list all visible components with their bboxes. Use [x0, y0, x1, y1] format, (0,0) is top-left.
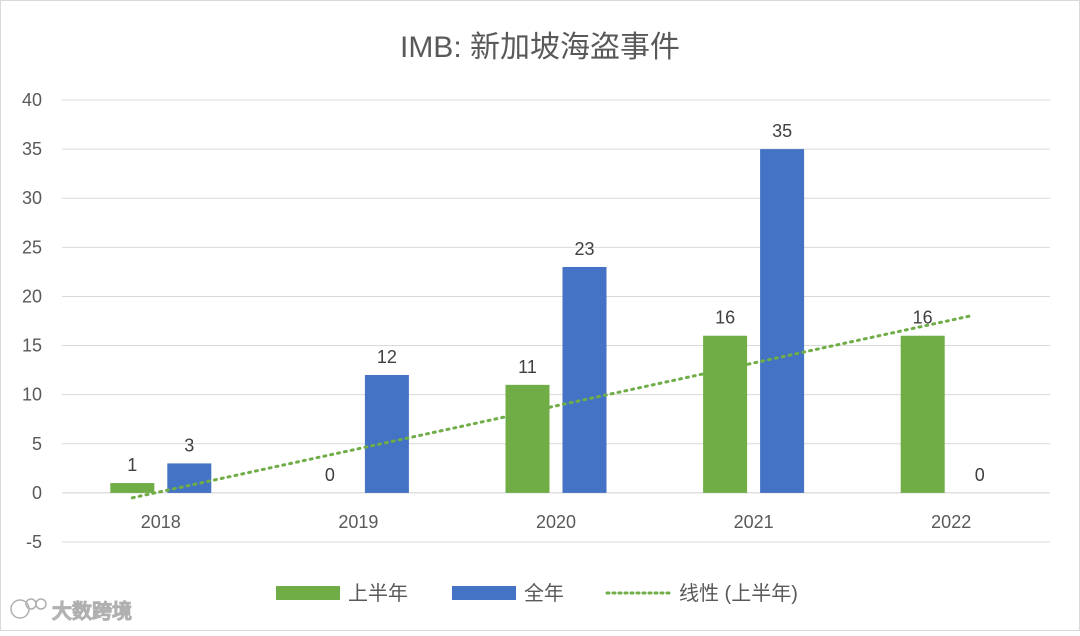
legend-swatch-first-half — [276, 586, 340, 600]
bar-first-half — [900, 335, 945, 493]
bar-first-half — [110, 483, 155, 493]
bar-full-year — [562, 266, 607, 493]
watermark: 大数跨境 — [10, 598, 132, 623]
x-tick-label: 2021 — [734, 512, 774, 532]
trendline — [130, 314, 972, 500]
bar-full-year — [760, 149, 805, 493]
data-label: 12 — [377, 347, 397, 367]
y-tick-label: 35 — [22, 139, 42, 159]
bar-first-half — [703, 335, 748, 493]
gridlines — [62, 99, 1050, 543]
data-label: 0 — [325, 465, 335, 485]
y-axis-ticks: -5 0 5 10 15 20 25 30 35 40 — [22, 90, 42, 552]
y-tick-label: 0 — [32, 483, 42, 503]
y-tick-label: 25 — [22, 237, 42, 257]
legend-label-first-half: 上半年 — [348, 582, 408, 605]
x-tick-label: 2019 — [338, 512, 378, 532]
data-label: 23 — [574, 239, 594, 259]
bars — [110, 149, 945, 493]
y-tick-label: 5 — [32, 434, 42, 454]
data-label: 0 — [975, 465, 985, 485]
data-label: 16 — [715, 308, 735, 328]
legend-label-full-year: 全年 — [524, 582, 564, 605]
legend-swatch-full-year — [452, 586, 516, 600]
watermark-text: 大数跨境 — [52, 599, 132, 623]
legend-label-trendline: 线性 (上半年) — [679, 582, 798, 605]
data-label: 1 — [127, 455, 137, 475]
y-tick-label: 40 — [22, 90, 42, 110]
data-label: 11 — [518, 357, 537, 377]
watermark-logo-dot2-icon — [35, 598, 47, 610]
y-tick-label: 20 — [22, 286, 42, 306]
data-label: 35 — [772, 121, 792, 141]
x-tick-label: 2022 — [931, 512, 971, 532]
bar-full-year — [364, 375, 409, 493]
y-tick-label: -5 — [26, 532, 42, 552]
y-tick-label: 15 — [22, 336, 42, 356]
data-label: 3 — [184, 435, 194, 455]
data-label: 16 — [913, 308, 933, 328]
trendline-line — [130, 314, 972, 500]
x-tick-label: 2018 — [141, 512, 181, 532]
chart-title: IMB: 新加坡海盗事件 — [400, 31, 680, 64]
y-tick-label: 10 — [22, 385, 42, 405]
legend: 上半年 全年 线性 (上半年) — [276, 582, 798, 605]
bar-first-half — [505, 384, 550, 493]
x-tick-label: 2020 — [536, 512, 576, 532]
y-tick-label: 30 — [22, 188, 42, 208]
x-axis-ticks: 2018 2019 2020 2021 2022 — [141, 512, 971, 532]
